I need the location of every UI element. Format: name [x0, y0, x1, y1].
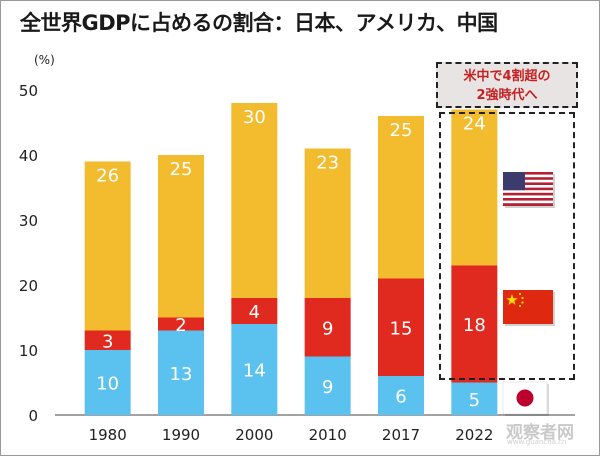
bar-segment-china-2000	[231, 298, 278, 324]
bar-segment-china-2022	[451, 265, 498, 383]
data-label-usa-1990: 25	[170, 159, 193, 180]
china-flag-icon	[503, 290, 555, 326]
x-tick-label: 2010	[309, 426, 347, 444]
data-label-japan-1990: 13	[170, 364, 193, 385]
data-label-china-2017: 15	[390, 318, 413, 339]
data-label-china-2022: 18	[463, 315, 486, 336]
x-tick-label: 2017	[382, 426, 420, 444]
highlight-dashed-box	[439, 112, 575, 380]
y-tick-label: 50	[19, 82, 38, 100]
watermark: 观察者网	[506, 423, 574, 443]
y-tick-label: 40	[19, 147, 38, 165]
data-label-china-1990: 2	[175, 315, 186, 336]
x-tick-label: 2000	[235, 426, 273, 444]
bar-segment-usa-2010	[304, 148, 351, 298]
bar-segment-usa-2022	[451, 109, 498, 266]
data-label-usa-2010: 23	[316, 153, 339, 174]
y-tick-label: 0	[28, 407, 38, 425]
bar-segment-japan-1990	[158, 330, 204, 415]
unit-label: (%)	[34, 53, 55, 67]
data-label-china-2000: 4	[249, 302, 260, 323]
bar-segment-china-1980	[84, 330, 131, 350]
x-tick-label: 1990	[162, 426, 200, 444]
bar-segment-usa-1990	[158, 155, 204, 318]
data-label-japan-1980: 10	[96, 374, 119, 395]
callout-label: 米中で4割超の 2強時代へ	[436, 62, 578, 108]
bar-segment-japan-2000	[231, 324, 278, 415]
callout-line-1: 米中で4割超の	[463, 69, 551, 84]
callout-line-2: 2強時代へ	[476, 88, 538, 103]
data-label-japan-2010: 9	[322, 377, 333, 398]
bar-segment-usa-1980	[84, 161, 131, 331]
data-label-china-2010: 9	[322, 318, 333, 339]
bar-segment-japan-2010	[304, 356, 351, 415]
y-tick-label: 30	[19, 212, 38, 230]
bar-segment-japan-1980	[84, 350, 131, 415]
data-label-japan-2022: 5	[469, 390, 480, 411]
data-label-japan-2000: 14	[243, 361, 266, 382]
chart-title: 全世界GDPに占めるの割合：日本、アメリカ、中国	[20, 11, 498, 35]
usa-flag-icon	[503, 172, 555, 208]
data-label-japan-2017: 6	[395, 387, 406, 408]
x-tick-label: 2022	[455, 426, 493, 444]
data-label-china-1980: 3	[102, 331, 113, 352]
bar-segment-usa-2000	[231, 103, 278, 298]
bar-segment-japan-2017	[378, 376, 424, 415]
bar-segment-japan-2022	[451, 382, 498, 415]
japan-flag-icon	[502, 381, 549, 416]
data-label-usa-2017: 25	[390, 120, 413, 141]
bar-segment-china-2017	[378, 278, 424, 376]
x-tick-label: 1980	[89, 426, 127, 444]
bar-segment-usa-2017	[378, 116, 424, 279]
bar-segment-china-1990	[158, 317, 204, 331]
watermark-url: www.guancha.cn	[507, 438, 567, 446]
bar-segment-china-2010	[304, 298, 351, 357]
y-tick-label: 10	[19, 342, 38, 360]
data-label-usa-1980: 26	[96, 166, 119, 187]
data-label-usa-2000: 30	[243, 107, 266, 128]
data-label-usa-2022: 24	[463, 114, 486, 135]
y-tick-label: 20	[19, 277, 38, 295]
